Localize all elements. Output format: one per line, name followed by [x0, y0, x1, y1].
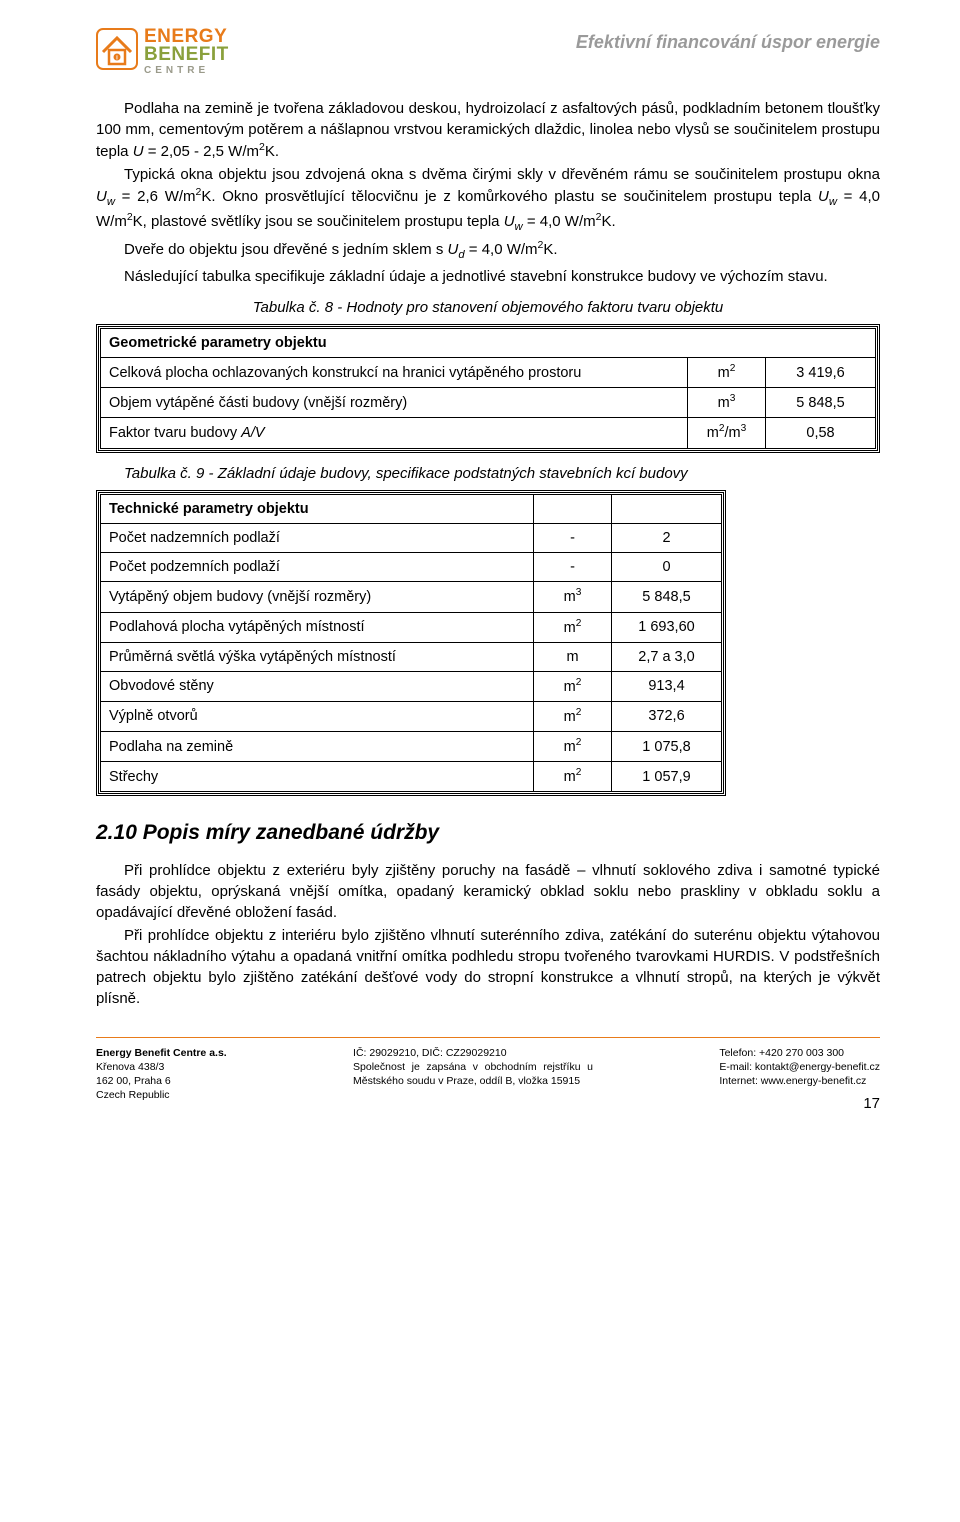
paragraph: Při prohlídce objektu z interiéru bylo z…	[96, 925, 880, 1009]
cell: Objem vytápěné části budovy (vnější rozm…	[101, 388, 688, 418]
footer-line: Křenova 438/3	[96, 1061, 164, 1073]
table-row: Střechym21 057,9	[101, 762, 722, 792]
cell: m2	[534, 732, 612, 762]
page-number: 17	[719, 1094, 880, 1114]
cell: 913,4	[612, 671, 722, 701]
header-title: Efektivní financování úspor energie	[576, 30, 880, 55]
logo: i ENERGY BENEFIT CENTRE	[96, 28, 229, 76]
footer-line: Internet: www.energy-benefit.cz	[719, 1075, 866, 1087]
cell: 1 075,8	[612, 732, 722, 762]
cell: m3	[688, 388, 766, 418]
table-header: Geometrické parametry objektu	[101, 328, 876, 357]
cell: Celková plocha ochlazovaných konstrukcí …	[101, 358, 688, 388]
table-caption: Tabulka č. 8 - Hodnoty pro stanovení obj…	[96, 297, 880, 318]
table-row: Vytápěný objem budovy (vnější rozměry)m3…	[101, 582, 722, 612]
cell: 5 848,5	[612, 582, 722, 612]
cell: Počet podzemních podlaží	[101, 553, 534, 582]
cell: 3 419,6	[766, 358, 876, 388]
logo-line3: CENTRE	[144, 66, 229, 76]
table-row: Podlaha na zeminěm21 075,8	[101, 732, 722, 762]
paragraph: Dveře do objektu jsou dřevěné s jedním s…	[96, 238, 880, 264]
cell: 2	[612, 523, 722, 552]
cell: m2	[534, 762, 612, 792]
cell: 2,7 a 3,0	[612, 642, 722, 671]
cell: 1 057,9	[612, 762, 722, 792]
table-row: Průměrná světlá výška vytápěných místnos…	[101, 642, 722, 671]
logo-text: ENERGY BENEFIT CENTRE	[144, 28, 229, 76]
footer-line: E-mail: kontakt@energy-benefit.cz	[719, 1061, 880, 1073]
cell: Střechy	[101, 762, 534, 792]
cell: 372,6	[612, 702, 722, 732]
cell: Výplně otvorů	[101, 702, 534, 732]
page-header: i ENERGY BENEFIT CENTRE Efektivní financ…	[96, 28, 880, 76]
cell: Podlahová plocha vytápěných místností	[101, 612, 534, 642]
footer-line: 162 00, Praha 6	[96, 1075, 171, 1087]
footer-col-1: Energy Benefit Centre a.s. Křenova 438/3…	[96, 1046, 227, 1115]
table-row: Celková plocha ochlazovaných konstrukcí …	[101, 358, 876, 388]
cell: -	[534, 553, 612, 582]
cell: Faktor tvaru budovy A/V	[101, 418, 688, 448]
table-row: Obvodové stěnym2913,4	[101, 671, 722, 701]
paragraph: Typická okna objektu jsou zdvojená okna …	[96, 164, 880, 237]
cell: 0,58	[766, 418, 876, 448]
table-row: Faktor tvaru budovy A/Vm2/m30,58	[101, 418, 876, 448]
table-8: Geometrické parametry objektu Celková pl…	[96, 324, 880, 453]
page-footer: Energy Benefit Centre a.s. Křenova 438/3…	[96, 1046, 880, 1115]
cell: 5 848,5	[766, 388, 876, 418]
table-row: Výplně otvorům2372,6	[101, 702, 722, 732]
table-row: Podlahová plocha vytápěných místnostím21…	[101, 612, 722, 642]
cell: m	[534, 642, 612, 671]
cell: Vytápěný objem budovy (vnější rozměry)	[101, 582, 534, 612]
cell: m2	[534, 702, 612, 732]
footer-line: Telefon: +420 270 003 300	[719, 1047, 844, 1059]
footer-rule	[96, 1037, 880, 1038]
table-9: Technické parametry objektu Počet nadzem…	[96, 490, 726, 797]
cell: 0	[612, 553, 722, 582]
footer-line: Czech Republic	[96, 1089, 170, 1101]
cell: m2	[688, 358, 766, 388]
footer-col-3: Telefon: +420 270 003 300 E-mail: kontak…	[719, 1046, 880, 1115]
paragraph: Podlaha na zemině je tvořena základovou …	[96, 98, 880, 162]
paragraph: Následující tabulka specifikuje základní…	[96, 266, 880, 287]
cell: -	[534, 523, 612, 552]
table-header: Technické parametry objektu	[101, 494, 534, 523]
logo-icon: i	[96, 28, 138, 70]
table-row: Počet podzemních podlaží-0	[101, 553, 722, 582]
footer-line: IČ: 29029210, DIČ: CZ29029210	[353, 1047, 507, 1059]
logo-line2: BENEFIT	[144, 46, 229, 64]
footer-line: Společnost je zapsána v obchodním rejstř…	[353, 1061, 593, 1087]
section-heading: 2.10 Popis míry zanedbané údržby	[96, 818, 880, 847]
cell: m2/m3	[688, 418, 766, 448]
cell: Obvodové stěny	[101, 671, 534, 701]
footer-line: Energy Benefit Centre a.s.	[96, 1047, 227, 1059]
table-row: Počet nadzemních podlaží-2	[101, 523, 722, 552]
paragraph: Při prohlídce objektu z exteriéru byly z…	[96, 860, 880, 923]
cell: m2	[534, 671, 612, 701]
cell: m2	[534, 612, 612, 642]
cell: m3	[534, 582, 612, 612]
footer-col-2: IČ: 29029210, DIČ: CZ29029210 Společnost…	[353, 1046, 593, 1115]
cell: Podlaha na zemině	[101, 732, 534, 762]
table-caption: Tabulka č. 9 - Základní údaje budovy, sp…	[96, 463, 880, 484]
cell: Průměrná světlá výška vytápěných místnos…	[101, 642, 534, 671]
cell: Počet nadzemních podlaží	[101, 523, 534, 552]
table-row: Objem vytápěné části budovy (vnější rozm…	[101, 388, 876, 418]
cell: 1 693,60	[612, 612, 722, 642]
